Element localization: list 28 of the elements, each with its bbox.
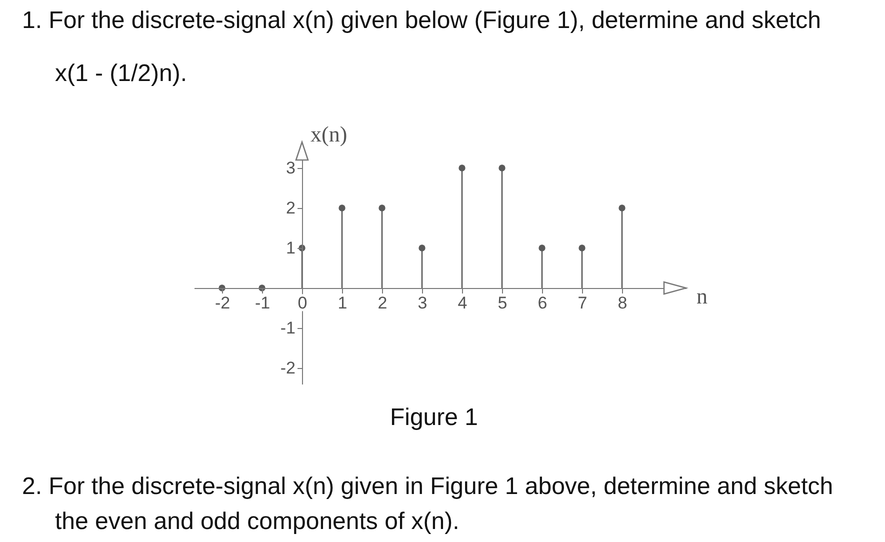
x-axis-title: n [696,284,708,308]
chart-title: 1. For the discrete-signal x(n) given below (Figure 1), determine and sketch x(1 - (1/2)n). [22,6,822,89]
x-tick-label: 8 [618,294,628,312]
y-axis-title: x(n) [310,122,348,146]
point [338,204,346,212]
text: 2. For the discrete-signal x(n) given in Figure 1 above, determine and sketch the even and odd components of x(n). [22,472,834,537]
y-tick-label: 2 [286,198,296,218]
point [498,164,506,172]
point [578,244,586,252]
x-tick-label: 5 [498,294,508,312]
point [378,204,386,212]
y-tick-label: -1 [280,318,296,338]
x-tick-label: 2 [378,294,388,312]
point [458,164,466,172]
y-tick-label: 1 [286,238,296,258]
point [418,244,426,252]
x-tick-label: 7 [578,294,588,312]
x-tick-label: -1 [254,294,270,312]
x-tick-label: 3 [418,294,428,312]
caption: Figure 1 [388,403,480,433]
x-tick-label: 1 [338,294,348,312]
point [618,204,626,212]
x-tick-label: 4 [458,294,468,312]
y-tick-label: -2 [280,358,296,378]
point [538,244,546,252]
x-tick-label: 6 [538,294,548,312]
y-tick-label: 3 [286,158,296,178]
x-tick-label: -2 [214,294,230,312]
